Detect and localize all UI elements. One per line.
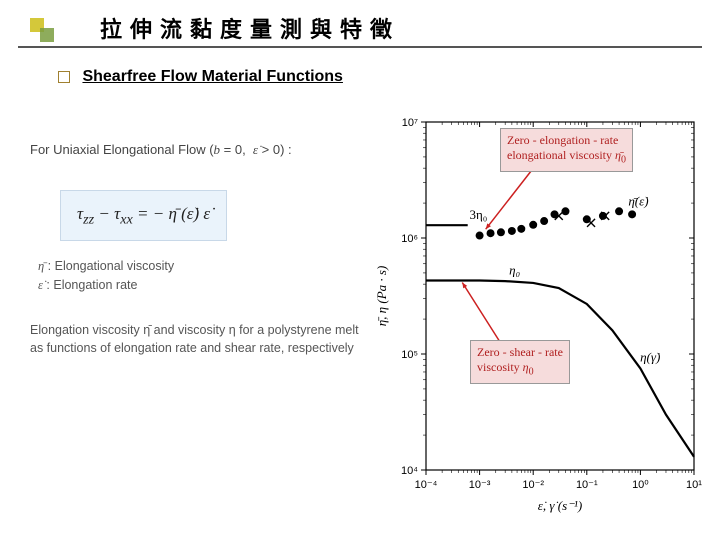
def-epsdot: ε̇ : Elongation rate: [38, 276, 360, 295]
svg-text:3η₀: 3η₀: [469, 207, 487, 222]
equation-box: τzz − τxx = − η̄ (ε̇) ε̇: [60, 190, 227, 242]
viscosity-chart: 10⁻⁴ 10⁻³ 10⁻² 10⁻¹ 10⁰ 10¹ 10⁴ 10⁵ 10⁶ 10⁷ ε̇, γ̇…: [370, 110, 710, 520]
svg-text:ε̇, γ̇ (s⁻¹): ε̇, γ̇ (s⁻¹): [538, 498, 582, 513]
callout1-line2: elongational viscosity η̄0: [507, 148, 626, 167]
svg-text:10⁶: 10⁶: [401, 233, 418, 245]
svg-text:10⁻²: 10⁻²: [522, 479, 544, 491]
figure-caption: Elongation viscosity η̄ and viscosity η …: [30, 321, 360, 359]
callout2-line2: viscosity η0: [477, 360, 563, 379]
svg-text:η̄, η (Pa · s): η̄, η (Pa · s): [374, 266, 389, 327]
svg-text:10⁵: 10⁵: [401, 349, 418, 361]
divider: [18, 46, 702, 48]
bullet-icon: [58, 71, 70, 83]
subtitle-row: Shearfree Flow Material Functions: [58, 68, 343, 86]
svg-text:10⁻¹: 10⁻¹: [576, 479, 598, 491]
left-column: For Uniaxial Elongational Flow (b = 0, ε…: [30, 140, 360, 358]
logo-icon: [30, 18, 60, 48]
svg-text:10⁻³: 10⁻³: [469, 479, 491, 491]
callout2-line1: Zero - shear - rate: [477, 345, 563, 360]
slide-header: 拉伸流黏度量測與特徵: [0, 0, 720, 50]
svg-text:η₀: η₀: [509, 263, 520, 278]
callout-zero-elongation: Zero - elongation - rate elongational vi…: [500, 128, 633, 172]
svg-text:10⁴: 10⁴: [401, 465, 418, 477]
subtitle: Shearfree Flow Material Functions: [82, 68, 343, 85]
svg-text:10⁻⁴: 10⁻⁴: [415, 479, 438, 491]
slide-title: 拉伸流黏度量測與特徵: [100, 12, 400, 44]
callout1-line1: Zero - elongation - rate: [507, 133, 626, 148]
svg-text:10¹: 10¹: [686, 479, 702, 491]
svg-text:η(γ̇): η(γ̇): [640, 349, 660, 364]
callout-zero-shear: Zero - shear - rate viscosity η0: [470, 340, 570, 384]
svg-text:10⁰: 10⁰: [632, 479, 649, 491]
def-etabar: η̄ : Elongational viscosity: [38, 257, 360, 276]
svg-text:η̄(ε̇): η̄(ε̇): [628, 193, 648, 208]
para-uniaxial: For Uniaxial Elongational Flow (b = 0, ε…: [30, 140, 360, 160]
svg-text:10⁷: 10⁷: [402, 117, 418, 129]
definitions: η̄ : Elongational viscosity ε̇ : Elongat…: [38, 257, 360, 295]
